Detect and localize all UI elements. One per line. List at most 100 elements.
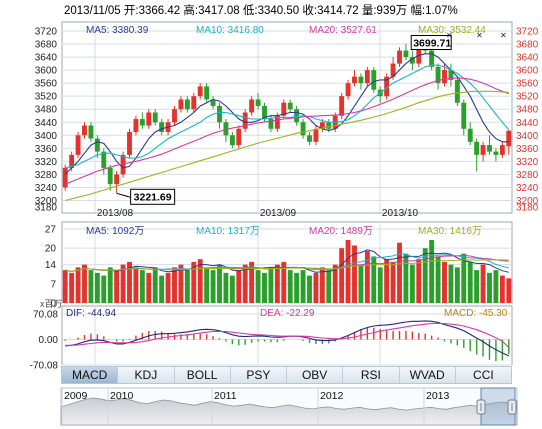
candle-body <box>442 70 447 84</box>
price-tick-left: 3640 <box>35 53 58 64</box>
price-tick-right: 3720 <box>516 27 539 38</box>
price-tick-left: 3240 <box>35 183 58 194</box>
tab-psy[interactable]: PSY <box>231 367 287 383</box>
candle-body <box>229 135 235 146</box>
volume-legend-ma20: MA20: 1489万 <box>309 226 373 237</box>
volume-tick: 7 <box>50 279 56 290</box>
navigator-panel[interactable] <box>60 387 518 426</box>
tab-cci[interactable]: CCI <box>473 368 494 382</box>
candle-body <box>197 86 203 97</box>
candle-body <box>210 99 216 106</box>
info-change-label: 幅: <box>410 5 426 17</box>
volume-bar <box>397 242 402 303</box>
candle-body <box>101 151 107 168</box>
price-tick-right: 3600 <box>516 66 539 77</box>
volume-bar <box>454 267 460 303</box>
candle-body <box>191 96 197 110</box>
candle-body <box>139 119 145 126</box>
volume-bar <box>281 261 287 303</box>
price-tick-left: 3720 <box>35 27 58 38</box>
volume-bar <box>474 270 480 303</box>
candle-body <box>319 122 325 129</box>
volume-bar <box>242 264 248 303</box>
volume-bar <box>75 267 81 303</box>
volume-bar <box>307 275 312 303</box>
volume-bar <box>339 248 345 303</box>
volume-bar <box>377 267 383 303</box>
price-tick-right: 3180 <box>516 203 539 214</box>
volume-bar <box>461 253 467 303</box>
macd-legend-dea: DEA: -22.29 <box>260 308 315 319</box>
candle-body <box>120 154 126 175</box>
navigator-year-label: 2013 <box>426 390 450 402</box>
info-close-label: 收: <box>302 5 318 17</box>
candle-body <box>88 125 94 139</box>
tab-wvad[interactable]: WVAD <box>400 367 456 383</box>
candle-body <box>403 50 409 58</box>
info-high-label: 高: <box>183 5 199 17</box>
candle-body <box>397 50 402 64</box>
macd-tick: -70.08 <box>30 361 59 372</box>
candle-body <box>133 119 139 133</box>
candle-body <box>184 99 190 110</box>
volume-bar <box>88 270 94 303</box>
candle-body <box>506 130 512 147</box>
candle-body <box>178 99 184 110</box>
candle-body <box>454 79 460 103</box>
candle-body <box>339 96 345 116</box>
volume-bar <box>358 264 364 303</box>
close-marker-icon: ✕ <box>500 31 507 40</box>
tab-macd[interactable]: MACD <box>62 367 119 383</box>
candle-body <box>480 145 486 155</box>
volume-bar <box>371 256 377 303</box>
candle-body <box>326 122 332 129</box>
info-high: 3417.08 <box>198 5 240 17</box>
volume-bar <box>94 272 100 303</box>
candle-body <box>236 128 242 146</box>
volume-bar <box>62 270 68 303</box>
candle-body <box>107 167 113 185</box>
volume-bar <box>120 264 126 303</box>
low-annotation-leader <box>116 192 131 198</box>
tab-rsi[interactable]: RSI <box>343 367 400 383</box>
volume-bar <box>184 270 190 303</box>
volume-bar <box>409 264 415 303</box>
low-annotation-box <box>130 188 176 205</box>
candle-body <box>345 83 351 97</box>
volume-bar <box>139 270 145 303</box>
navigator-area <box>60 397 518 426</box>
volume-tick: 27 <box>45 225 57 236</box>
volume-bar <box>480 264 486 303</box>
candle-body <box>249 99 255 113</box>
candle-body <box>448 70 454 80</box>
tab-boll[interactable]: BOLL <box>175 367 231 383</box>
volume-bar <box>390 261 396 303</box>
candle-body <box>384 76 390 97</box>
volume-bar <box>319 267 325 303</box>
volume-bar <box>236 270 242 303</box>
volume-bar <box>249 261 255 303</box>
candle-body <box>287 102 293 110</box>
volume-bar <box>442 261 447 303</box>
price-tick-left: 3400 <box>35 131 58 142</box>
price-legend-ma20: MA20: 3527.61 <box>309 25 377 36</box>
close-marker-icon: ✕ <box>476 31 483 40</box>
candle-body <box>255 99 261 106</box>
price-tick-left: 3680 <box>35 40 58 51</box>
volume-bar <box>274 264 280 303</box>
ma-line-ma30 <box>65 90 509 202</box>
month-label: 2013/10 <box>382 208 419 219</box>
month-label: 2013/08 <box>97 208 134 219</box>
volume-bar <box>204 267 210 303</box>
tab-obv[interactable]: OBV <box>287 367 344 383</box>
price-legend-ma30: MA30: 3532.44 <box>418 25 486 36</box>
volume-tick: 20 <box>45 244 57 255</box>
labels: 3720 3720 3680 3680 3640 3640 3600 3600 3560 3560… <box>30 25 539 402</box>
volume-bar <box>487 272 492 303</box>
tab-kdj[interactable]: KDJ <box>118 367 175 383</box>
grid <box>60 21 518 426</box>
volume-bar <box>152 267 158 303</box>
volume-bar <box>107 267 113 303</box>
candle-body <box>294 109 300 123</box>
volume-bar <box>435 256 441 303</box>
